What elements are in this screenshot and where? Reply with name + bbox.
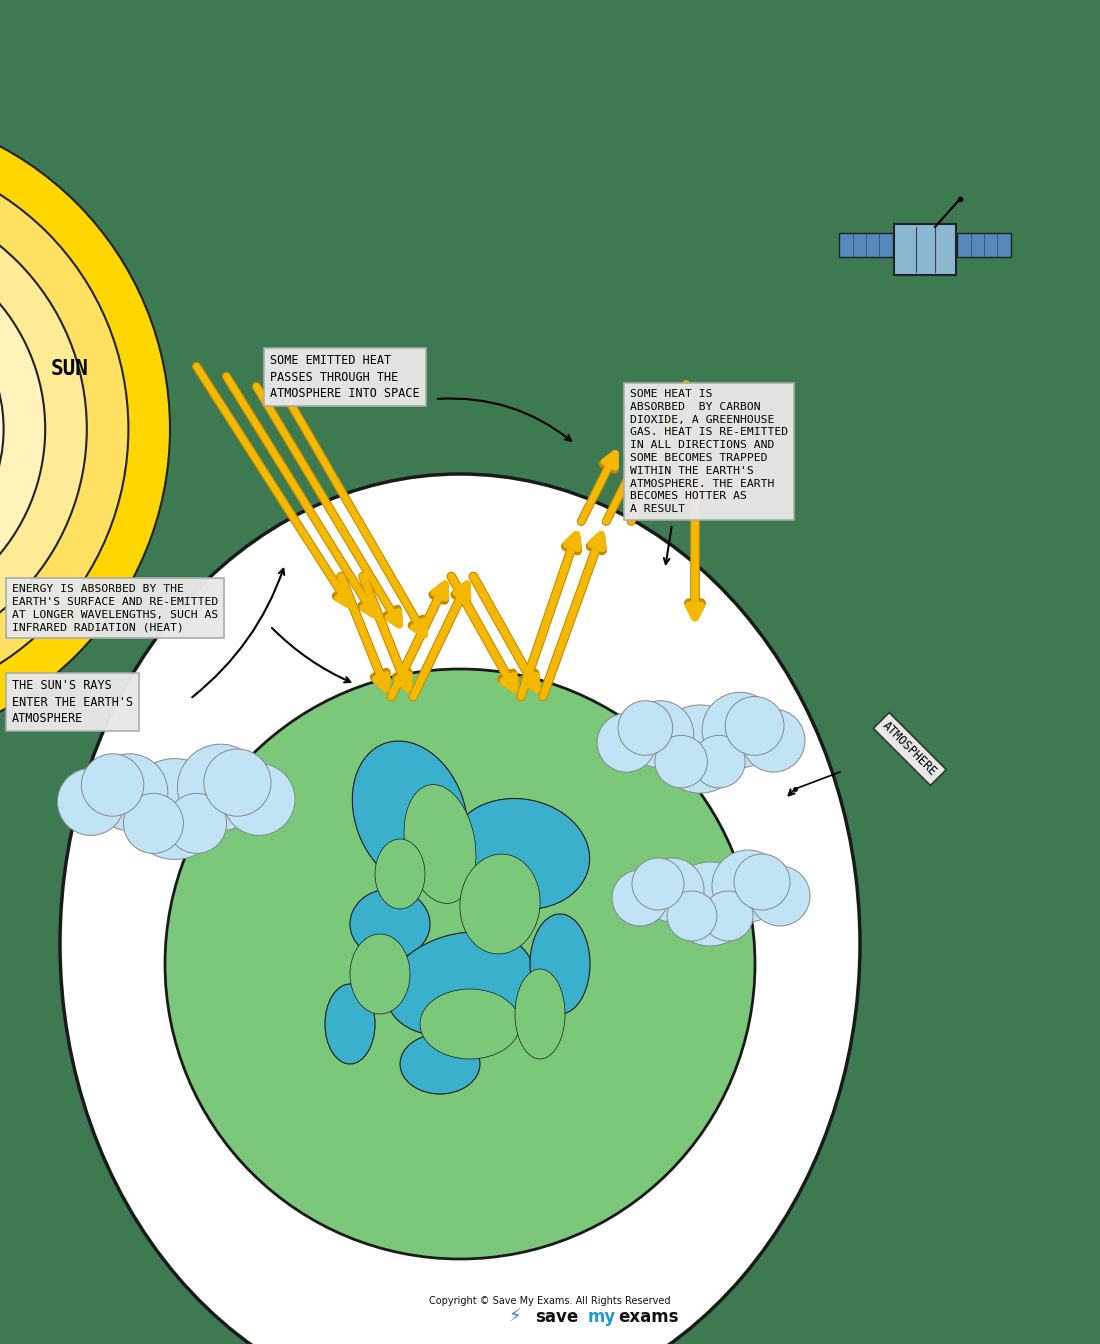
Circle shape (0, 151, 129, 707)
Ellipse shape (350, 888, 430, 960)
Circle shape (668, 862, 752, 946)
Circle shape (597, 714, 656, 771)
FancyBboxPatch shape (839, 233, 893, 257)
Circle shape (632, 857, 684, 910)
Ellipse shape (60, 474, 860, 1344)
Circle shape (693, 735, 745, 788)
Circle shape (124, 758, 226, 859)
Circle shape (177, 745, 264, 831)
Circle shape (0, 234, 45, 624)
Circle shape (91, 754, 168, 831)
Ellipse shape (515, 969, 565, 1059)
Circle shape (165, 669, 755, 1259)
Ellipse shape (420, 989, 520, 1059)
Circle shape (750, 866, 810, 926)
Circle shape (742, 710, 805, 771)
Ellipse shape (350, 934, 410, 1013)
Ellipse shape (324, 984, 375, 1064)
Circle shape (57, 769, 124, 836)
Ellipse shape (404, 785, 476, 903)
Ellipse shape (450, 798, 590, 910)
Circle shape (0, 109, 170, 749)
Circle shape (702, 692, 778, 767)
Text: Copyright © Save My Exams. All Rights Reserved: Copyright © Save My Exams. All Rights Re… (429, 1296, 671, 1306)
Circle shape (627, 700, 694, 767)
Circle shape (123, 793, 184, 853)
Circle shape (612, 870, 668, 926)
Circle shape (204, 749, 271, 816)
Circle shape (654, 735, 707, 788)
Circle shape (667, 891, 717, 941)
Text: SOME EMITTED HEAT
PASSES THROUGH THE
ATMOSPHERE INTO SPACE: SOME EMITTED HEAT PASSES THROUGH THE ATM… (270, 353, 419, 401)
Text: my: my (588, 1308, 616, 1327)
Text: ⚡: ⚡ (508, 1308, 521, 1327)
Text: SOME HEAT IS
ABSORBED  BY CARBON
DIOXIDE, A GREENHOUSE
GAS. HEAT IS RE-EMITTED
I: SOME HEAT IS ABSORBED BY CARBON DIOXIDE,… (630, 388, 788, 515)
Text: save: save (535, 1308, 579, 1327)
FancyBboxPatch shape (894, 224, 956, 276)
Circle shape (81, 754, 144, 816)
Circle shape (166, 793, 227, 853)
Circle shape (640, 857, 704, 922)
Circle shape (703, 891, 754, 941)
Text: SUN: SUN (51, 359, 89, 379)
Ellipse shape (400, 1034, 480, 1094)
Ellipse shape (530, 914, 590, 1013)
Ellipse shape (352, 741, 468, 887)
Circle shape (223, 763, 295, 836)
FancyBboxPatch shape (957, 233, 1011, 257)
Circle shape (725, 696, 784, 755)
Text: THE SUN'S RAYS
ENTER THE EARTH'S
ATMOSPHERE: THE SUN'S RAYS ENTER THE EARTH'S ATMOSPH… (12, 679, 133, 724)
Text: ATMOSPHERE: ATMOSPHERE (880, 719, 939, 778)
Circle shape (734, 853, 790, 910)
Ellipse shape (460, 853, 540, 954)
Circle shape (0, 192, 87, 665)
Text: exams: exams (618, 1308, 679, 1327)
Circle shape (618, 700, 673, 755)
Ellipse shape (375, 839, 425, 909)
Circle shape (656, 704, 744, 793)
Circle shape (712, 849, 784, 922)
Text: ENERGY IS ABSORBED BY THE
EARTH'S SURFACE AND RE-EMITTED
AT LONGER WAVELENGTHS, : ENERGY IS ABSORBED BY THE EARTH'S SURFAC… (12, 585, 218, 633)
Ellipse shape (386, 931, 534, 1036)
Circle shape (0, 276, 3, 582)
